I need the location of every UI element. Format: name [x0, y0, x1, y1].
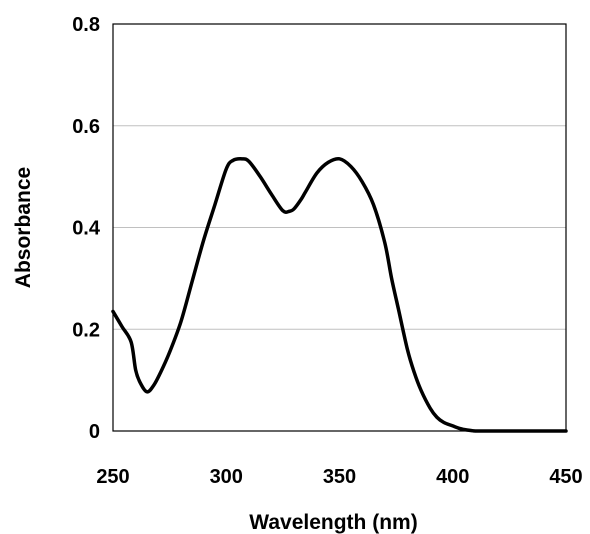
plot-frame	[112, 23, 567, 432]
y-tick-labels: 0 0.2 0.4 0.6 0.8	[72, 14, 101, 443]
y-tick-label: 0.6	[72, 116, 100, 138]
gridlines	[113, 125, 566, 330]
x-tick-label: 400	[436, 466, 469, 488]
x-tick-label: 350	[323, 466, 356, 488]
y-tick-label: 0	[89, 421, 100, 443]
data-layer	[111, 156, 568, 433]
x-tick-label: 300	[210, 466, 243, 488]
x-tick-label: 450	[549, 466, 582, 488]
y-tick-label: 0.8	[72, 14, 100, 36]
absorbance-spectrum-line	[111, 156, 568, 433]
x-tick-label: 250	[96, 466, 129, 488]
x-axis-title: Wavelength (nm)	[249, 511, 417, 534]
y-tick-label: 0.2	[72, 319, 100, 341]
y-tick-label: 0.4	[72, 218, 101, 240]
x-tick-labels: 250 300 350 400 450	[96, 466, 582, 488]
y-axis-title: Absorbance	[12, 167, 35, 288]
